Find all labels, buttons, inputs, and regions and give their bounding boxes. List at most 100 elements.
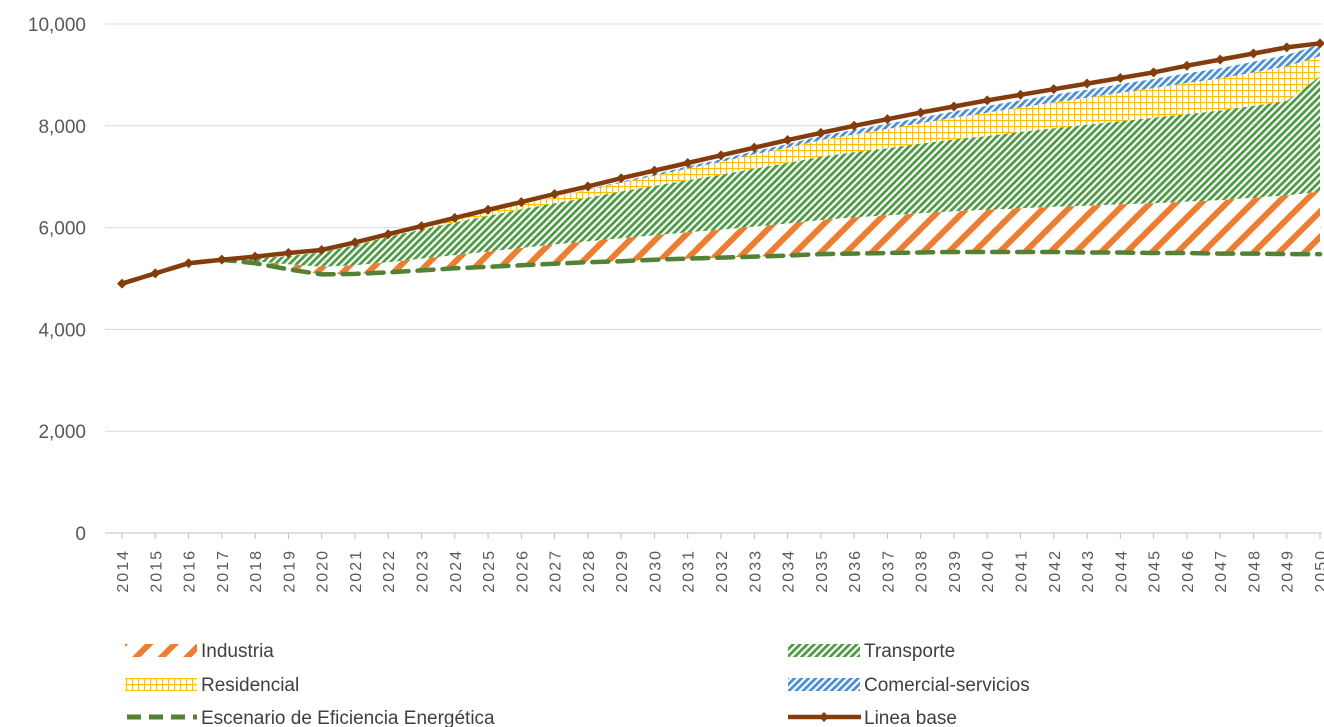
legend-item: Residencial: [125, 675, 299, 696]
x-tick-label: 2040: [980, 549, 997, 593]
line-base-marker: [1115, 72, 1126, 83]
line-base-marker: [815, 127, 826, 138]
y-tick-label: 10,000: [28, 15, 86, 36]
line-eficiencia: [119, 249, 1323, 286]
x-tick-label: 2044: [1113, 549, 1130, 593]
line-base-marker: [1082, 78, 1093, 89]
line-base-marker: [216, 254, 227, 265]
area-transporte: [122, 76, 1320, 284]
x-tick-label: 2015: [148, 549, 165, 593]
x-tick-label: 2048: [1246, 549, 1263, 593]
x-axis-ticks: 2014 2015 2016 2017 2018 2019 2020 2021 2022 2023…: [115, 549, 1324, 593]
area-comercial-servicios: [122, 44, 1320, 284]
x-tick-label: 2037: [880, 549, 897, 593]
x-tick-label: 2033: [747, 549, 764, 593]
legend-label: Residencial: [201, 675, 299, 696]
x-tick-label: 2049: [1280, 549, 1297, 593]
line-base-marker: [549, 189, 560, 200]
y-axis-ticks: 0 2,000 4,000 6,000 8,000 10,000: [28, 15, 86, 545]
legend-label: Comercial-servicios: [864, 675, 1030, 696]
line-base-marker: [782, 135, 793, 146]
line-base-marker: [1181, 60, 1192, 71]
line-base-marker: [649, 165, 660, 176]
line-base-marker: [1315, 38, 1324, 49]
x-tick-label: 2050: [1313, 549, 1324, 593]
x-tick-label: 2020: [315, 549, 332, 593]
line-base-marker: [349, 237, 360, 248]
line-base-marker: [616, 173, 627, 184]
legend-item: Transporte: [788, 641, 955, 662]
y-tick-label: 8,000: [38, 117, 86, 138]
line-base-marker: [948, 101, 959, 112]
line-base-marker: [1215, 54, 1226, 65]
legend-item: Linea base: [788, 708, 957, 727]
legend-label: Linea base: [864, 708, 957, 727]
legend-swatch: [788, 644, 860, 657]
x-tick-label: 2025: [481, 549, 498, 593]
line-base-marker: [915, 107, 926, 118]
x-tick-label: 2014: [115, 549, 132, 593]
legend-item: Industria: [125, 641, 274, 662]
line-base-marker: [716, 150, 726, 161]
x-tick-label: 2023: [415, 549, 432, 593]
lines: [117, 38, 1324, 289]
area-residencial: [122, 56, 1320, 284]
line-base-marker: [250, 251, 261, 262]
line-base-marker: [416, 221, 427, 232]
legend: Industria Transporte Residencial Comercial-…: [125, 641, 1030, 727]
line-base-marker: [516, 197, 527, 208]
line-base-marker: [283, 248, 294, 259]
x-tick-label: 2041: [1014, 549, 1031, 593]
line-base-marker: [383, 229, 394, 240]
line-base-marker: [1048, 84, 1059, 95]
line-base-marker: [882, 114, 893, 125]
x-tick-label: 2028: [581, 549, 598, 593]
x-tick-label: 2027: [548, 549, 565, 593]
line-base-marker: [449, 212, 460, 223]
line-base-marker: [682, 157, 693, 168]
x-tick-label: 2045: [1147, 549, 1164, 593]
x-tick-label: 2035: [814, 549, 831, 593]
area-industria: [122, 191, 1320, 284]
y-tick-label: 0: [75, 524, 86, 545]
legend-marker: [819, 712, 829, 722]
x-tick-label: 2029: [614, 549, 631, 593]
y-tick-label: 4,000: [38, 320, 86, 341]
legend-label: Transporte: [864, 641, 955, 662]
gridlines: [105, 23, 1322, 539]
x-tick-label: 2032: [714, 549, 731, 593]
legend-swatch: [125, 678, 197, 691]
stacked-areas: [122, 44, 1320, 284]
line-base-marker: [483, 204, 494, 215]
x-tick-label: 2030: [647, 549, 664, 593]
x-tick-label: 2018: [248, 549, 265, 593]
x-tick-label: 2021: [348, 549, 365, 593]
x-tick-label: 2047: [1213, 549, 1230, 593]
legend-swatch: [125, 644, 197, 657]
line-base-marker: [582, 181, 593, 192]
x-tick-label: 2036: [847, 549, 864, 593]
line-base-marker: [982, 95, 993, 106]
legend-label: Escenario de Eficiencia Energética: [201, 708, 495, 727]
legend-item: Comercial-servicios: [788, 675, 1030, 696]
x-tick-label: 2017: [215, 549, 232, 593]
line-base-marker: [1148, 67, 1159, 78]
line-base-marker: [1248, 48, 1259, 59]
legend-item: Escenario de Eficiencia Energética: [127, 708, 495, 727]
y-tick-label: 6,000: [38, 219, 86, 240]
x-tick-label: 2038: [914, 549, 931, 593]
line-base-marker: [150, 268, 161, 279]
x-tick-label: 2022: [381, 549, 398, 593]
x-tick-label: 2031: [681, 549, 698, 593]
x-tick-label: 2043: [1080, 549, 1097, 593]
x-tick-label: 2046: [1180, 549, 1197, 593]
line-base-marker: [117, 278, 127, 289]
x-tick-label: 2016: [182, 549, 199, 593]
y-tick-label: 2,000: [38, 422, 86, 443]
x-tick-label: 2042: [1047, 549, 1064, 593]
x-tick-label: 2019: [281, 549, 298, 593]
line-base-marker: [183, 258, 194, 269]
x-tick-label: 2034: [781, 549, 798, 593]
line-base-marker: [1015, 89, 1026, 100]
